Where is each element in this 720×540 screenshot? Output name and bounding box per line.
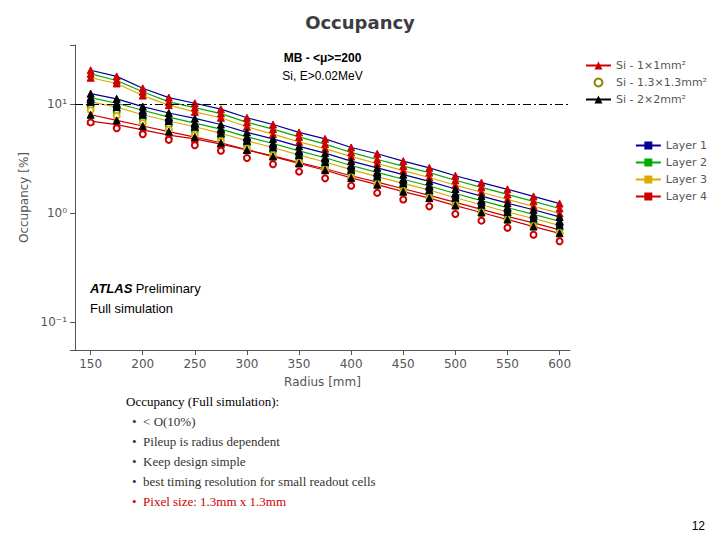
- svg-text:• Pixel size: 1.3mm x 1.3mm: • Pixel size: 1.3mm x 1.3mm: [132, 494, 286, 509]
- svg-text:Si, E>0.02MeV: Si, E>0.02MeV: [282, 69, 362, 83]
- svg-text:Full simulation: Full simulation: [90, 301, 173, 316]
- svg-text:Si - 1.3×1.3mm²: Si - 1.3×1.3mm²: [616, 76, 707, 89]
- svg-text:550: 550: [496, 357, 519, 371]
- svg-text:MB - <μ>=200: MB - <μ>=200: [284, 51, 362, 65]
- svg-text:300: 300: [235, 357, 258, 371]
- svg-text:150: 150: [79, 357, 102, 371]
- svg-text:• Pileup is radius dependent: • Pileup is radius dependent: [132, 434, 280, 449]
- svg-text:10⁻¹: 10⁻¹: [41, 315, 68, 329]
- svg-text:Si - 2×2mm²: Si - 2×2mm²: [616, 93, 686, 106]
- svg-text:10⁰: 10⁰: [47, 206, 67, 220]
- svg-text:Occupancy: Occupancy: [305, 12, 415, 33]
- svg-text:10¹: 10¹: [47, 97, 67, 111]
- svg-text:Layer 3: Layer 3: [666, 173, 707, 186]
- svg-text:250: 250: [183, 357, 206, 371]
- svg-text:Layer 1: Layer 1: [666, 139, 707, 152]
- svg-text:Occupancy [%]: Occupancy [%]: [17, 152, 31, 243]
- svg-text:ATLAS: ATLAS: [89, 281, 133, 296]
- svg-text:Layer 2: Layer 2: [666, 156, 707, 169]
- svg-text:• < O(10%): • < O(10%): [132, 414, 196, 429]
- svg-text:350: 350: [288, 357, 311, 371]
- svg-text:500: 500: [444, 357, 467, 371]
- svg-text:12: 12: [692, 519, 706, 533]
- svg-text:450: 450: [392, 357, 415, 371]
- svg-text:400: 400: [340, 357, 363, 371]
- svg-text:Layer 4: Layer 4: [666, 190, 707, 203]
- svg-text:600: 600: [548, 357, 571, 371]
- svg-text:• Keep design simple: • Keep design simple: [132, 454, 246, 469]
- svg-text:Si - 1×1mm²: Si - 1×1mm²: [616, 59, 686, 72]
- svg-text:• best timing resolution for: • best timing resolution for small reado…: [132, 474, 376, 489]
- svg-text:Radius [mm]: Radius [mm]: [284, 375, 361, 389]
- svg-text:200: 200: [131, 357, 154, 371]
- svg-text:Preliminary: Preliminary: [136, 281, 202, 296]
- svg-text:Occupancy (Full simulation):: Occupancy (Full simulation):: [126, 394, 279, 409]
